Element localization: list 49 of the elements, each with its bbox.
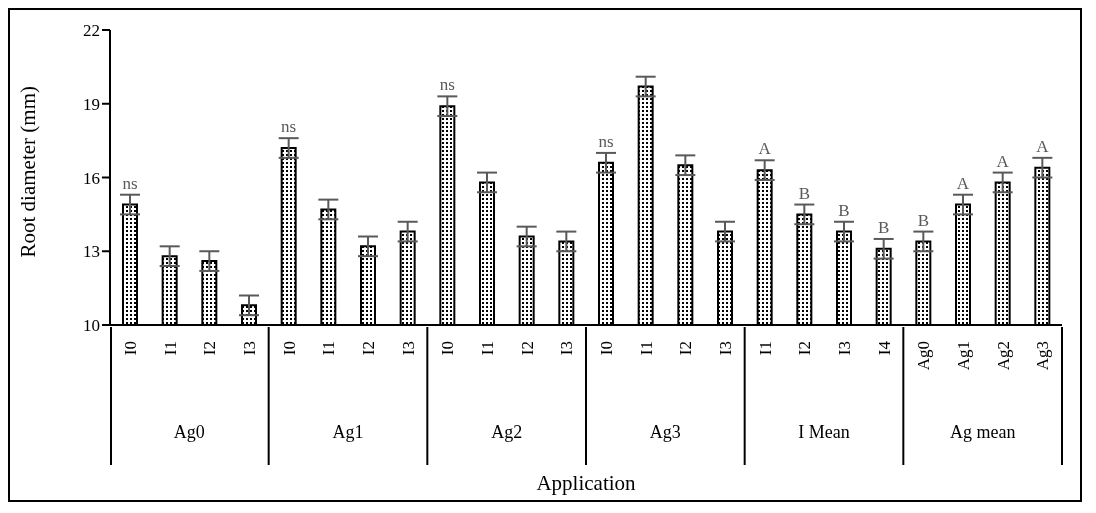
- text: Ag mean: [949, 422, 1016, 442]
- x-tick-label: I1: [636, 341, 656, 356]
- data-label: A: [758, 139, 772, 159]
- x-tick-label: I3: [557, 341, 577, 356]
- x-tick-label: I2: [795, 341, 815, 356]
- text: Ag3: [649, 422, 681, 442]
- x-axis-title: Application: [536, 471, 637, 495]
- x-tick-label: I2: [517, 341, 537, 356]
- x-tick-label: I0: [438, 341, 458, 356]
- data-label: ns: [439, 75, 455, 95]
- data-label: ns: [122, 173, 138, 193]
- text: Ag1: [332, 422, 364, 442]
- data-label: A: [996, 151, 1010, 171]
- x-tick-label: I3: [834, 341, 854, 356]
- data-label: A: [1036, 136, 1050, 156]
- data-label: ns: [598, 131, 614, 151]
- x-tick-label: Ag2: [993, 341, 1013, 371]
- y-tick-label: 10: [83, 316, 100, 336]
- x-tick-label: Ag0: [914, 341, 934, 371]
- data-label: ns: [281, 117, 297, 137]
- text: I Mean: [798, 422, 850, 442]
- x-tick-label: Ag1: [953, 341, 973, 371]
- x-tick-label: I3: [715, 341, 735, 356]
- y-axis-title: Root diameter (mm): [16, 86, 41, 258]
- x-tick-label: I0: [120, 341, 140, 356]
- y-tick-label: 22: [83, 21, 100, 41]
- y-tick-label: 19: [83, 94, 100, 114]
- x-tick-label: I1: [319, 341, 339, 356]
- x-tick-label: I0: [596, 341, 616, 356]
- data-label: B: [838, 200, 850, 220]
- x-tick-label: I3: [239, 341, 259, 356]
- x-tick-label: I2: [676, 341, 696, 356]
- x-tick-label: I1: [477, 341, 497, 356]
- data-label: B: [877, 217, 890, 237]
- y-tick-label: 16: [83, 168, 100, 188]
- data-label: A: [956, 173, 970, 193]
- x-tick-label: I0: [279, 341, 299, 356]
- text: Ag0: [173, 422, 205, 442]
- x-tick-label: I3: [398, 341, 418, 356]
- text: Ag2: [491, 422, 523, 442]
- x-tick-label: Ag3: [1033, 341, 1053, 371]
- x-tick-label: I1: [755, 341, 775, 356]
- data-label: B: [798, 183, 811, 203]
- x-tick-label: I1: [160, 341, 180, 356]
- x-tick-label: I4: [874, 340, 894, 356]
- x-tick-label: I2: [358, 341, 378, 356]
- y-tick-label: 13: [83, 242, 100, 262]
- data-label: B: [917, 210, 930, 230]
- x-tick-label: I2: [200, 341, 220, 356]
